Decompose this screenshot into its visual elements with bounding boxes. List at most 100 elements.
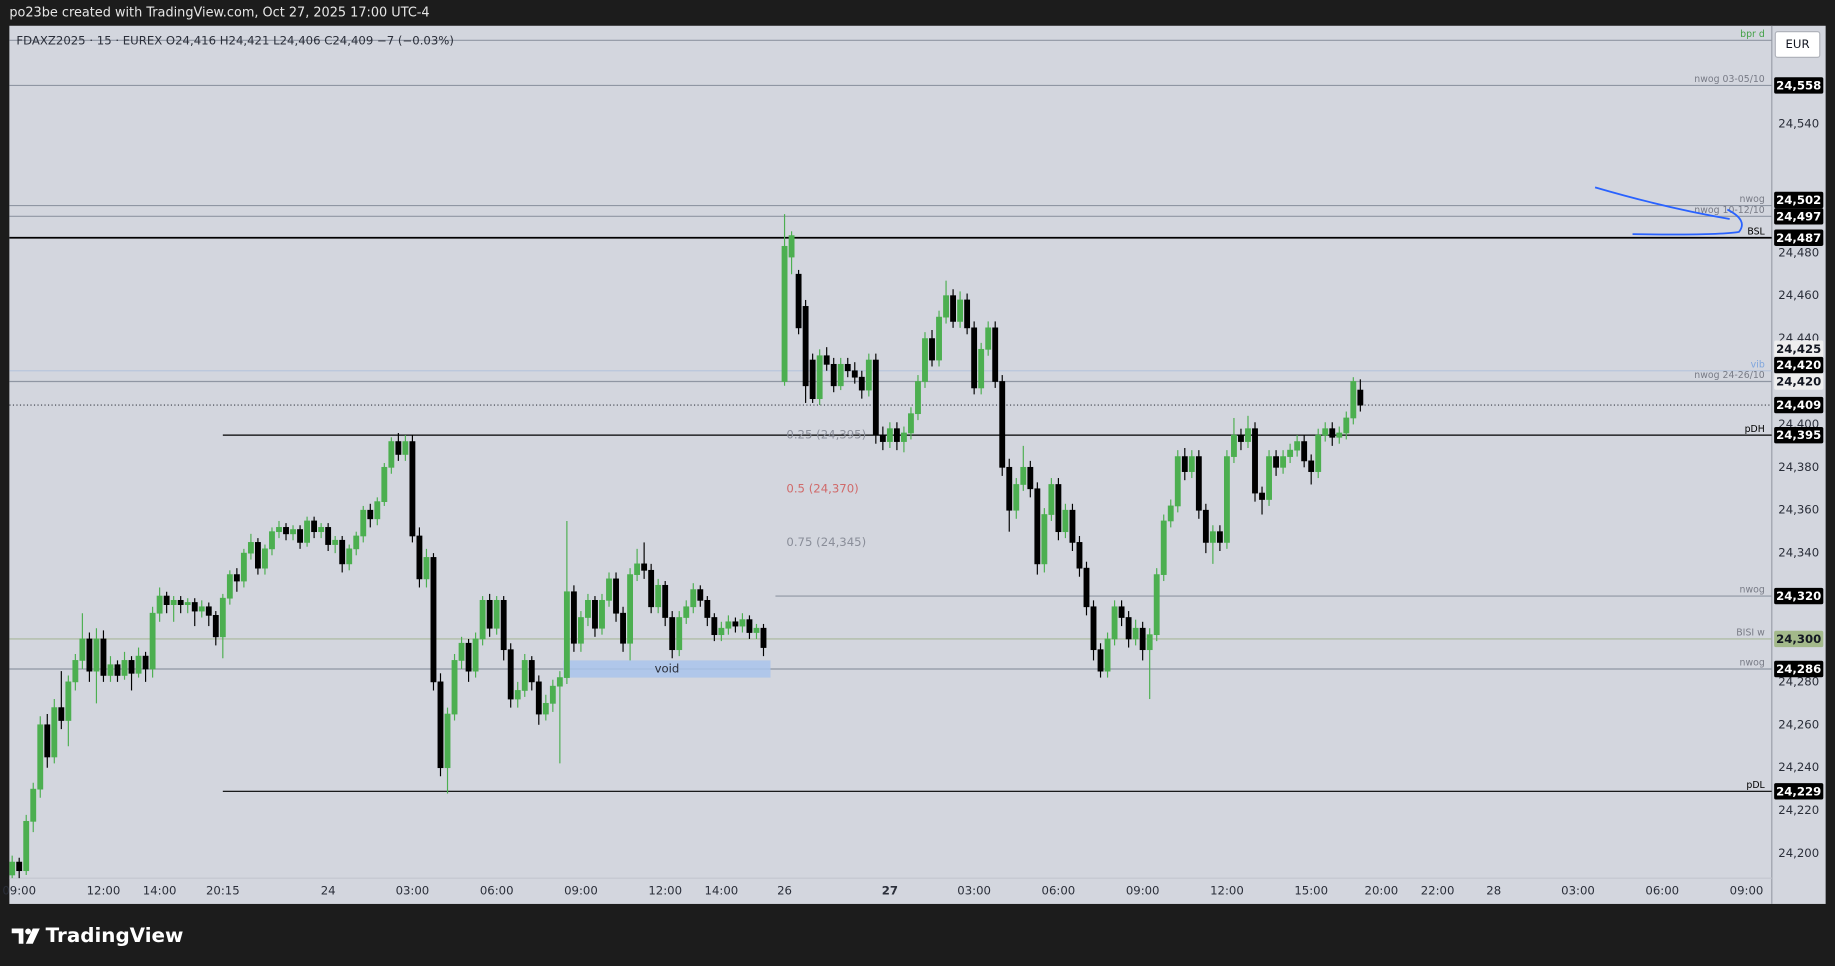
- candle-body: [409, 441, 416, 537]
- candle-body: [669, 617, 676, 651]
- header-text: po23be created with TradingView.com, Oct…: [9, 5, 429, 20]
- price-box-label: 24,395: [1776, 428, 1821, 442]
- candle-body: [1322, 428, 1329, 436]
- drawn-arrow: [1594, 186, 1730, 220]
- y-tick-label: 24,380: [1778, 460, 1819, 474]
- price-box-label: 24,420: [1776, 375, 1821, 389]
- candle-body: [198, 606, 205, 612]
- y-tick-label: 24,280: [1778, 674, 1819, 688]
- price-box: [1774, 191, 1824, 209]
- candle-body: [37, 724, 44, 790]
- symbol-legend: FDAXZ2025 · 15 · EUREX O24,416 H24,421 L…: [16, 33, 454, 47]
- candle-body: [51, 707, 58, 758]
- x-tick-label: 09:00: [2, 884, 36, 898]
- price-box-label: 24,320: [1776, 589, 1821, 603]
- candle-body: [1238, 434, 1244, 442]
- candle-body: [872, 359, 879, 436]
- candle-body: [627, 574, 634, 644]
- candle-body: [346, 548, 353, 565]
- candle-body: [1252, 428, 1258, 494]
- candle-body: [992, 327, 999, 382]
- fib-label: 0.25 (24,395): [786, 428, 866, 442]
- candle-body: [1294, 441, 1301, 451]
- candle-body: [1069, 509, 1076, 543]
- y-tick-label: 24,540: [1778, 117, 1819, 131]
- y-tick-label: 24,260: [1778, 717, 1819, 731]
- candle-body: [1315, 434, 1322, 472]
- price-box: [1774, 660, 1824, 678]
- candle-body: [1013, 484, 1020, 511]
- candle-body: [1083, 567, 1090, 608]
- price-box-label: 24,558: [1776, 78, 1821, 92]
- candle-body: [1118, 606, 1125, 618]
- candle-body: [121, 660, 128, 676]
- x-tick-label: 12:00: [87, 884, 121, 898]
- chart-background: [9, 25, 1826, 904]
- level-name: bpr d: [1740, 29, 1765, 40]
- candle-body: [451, 660, 458, 715]
- price-box-label: 24,425: [1776, 342, 1821, 356]
- candle-body: [184, 602, 191, 605]
- x-tick-label: 03:00: [396, 884, 430, 898]
- price-box: [1774, 208, 1824, 225]
- candle-body: [128, 660, 135, 674]
- candle-body: [9, 861, 16, 876]
- candle-body: [283, 527, 289, 535]
- candle-body: [486, 599, 493, 629]
- candle-body: [641, 563, 648, 571]
- candle-body: [1139, 627, 1146, 651]
- candle-body: [493, 599, 500, 629]
- candle-body: [86, 638, 93, 672]
- candle-body: [578, 617, 584, 644]
- candle-body: [507, 649, 514, 700]
- candle-body: [964, 299, 971, 329]
- candle-body: [240, 552, 247, 582]
- candle-body: [16, 861, 23, 872]
- candle-body: [353, 535, 360, 550]
- candle-body: [915, 381, 921, 415]
- candle-body: [205, 606, 212, 616]
- candle-body: [676, 617, 683, 651]
- candle-body: [844, 363, 851, 372]
- currency-label[interactable]: EUR: [1786, 37, 1810, 51]
- candle-body: [233, 574, 240, 582]
- price-box: [1774, 356, 1824, 374]
- level-name: pDL: [1746, 780, 1765, 791]
- candle-body: [556, 677, 563, 687]
- candle-body: [739, 619, 746, 627]
- x-tick-label: 28: [1486, 884, 1501, 898]
- candle-body: [837, 363, 844, 387]
- candle-body: [1231, 434, 1237, 457]
- candle-body: [634, 563, 641, 575]
- fib-label: 0.5 (24,370): [786, 481, 858, 495]
- candle-body: [332, 539, 339, 545]
- candle-body: [690, 589, 697, 608]
- x-tick-label: 14:00: [143, 884, 177, 898]
- price-box: [1774, 340, 1824, 357]
- candle-body: [1357, 389, 1364, 406]
- candle-body: [900, 432, 907, 442]
- candle-body: [395, 441, 402, 455]
- candle-body: [247, 542, 254, 554]
- price-box: [1774, 783, 1824, 800]
- logo-slash: [25, 928, 40, 944]
- candle-body: [613, 578, 619, 614]
- candle-body: [809, 359, 816, 400]
- candle-body: [865, 359, 872, 391]
- candle-body: [971, 327, 978, 389]
- x-tick-label: 24: [321, 884, 336, 898]
- candle-body: [142, 655, 149, 670]
- price-box-label: 24,420: [1776, 358, 1821, 372]
- candle-body: [72, 660, 79, 683]
- level-name: vib: [1751, 359, 1765, 370]
- candle-body: [760, 627, 767, 648]
- candle-body: [662, 584, 669, 618]
- level-name: BISI w: [1736, 628, 1765, 639]
- y-tick-label: 24,460: [1778, 288, 1819, 302]
- candle-body: [957, 299, 964, 322]
- candle-body: [908, 413, 914, 434]
- candle-body: [1076, 542, 1083, 569]
- currency-box[interactable]: [1774, 31, 1821, 58]
- candle-body: [479, 599, 486, 640]
